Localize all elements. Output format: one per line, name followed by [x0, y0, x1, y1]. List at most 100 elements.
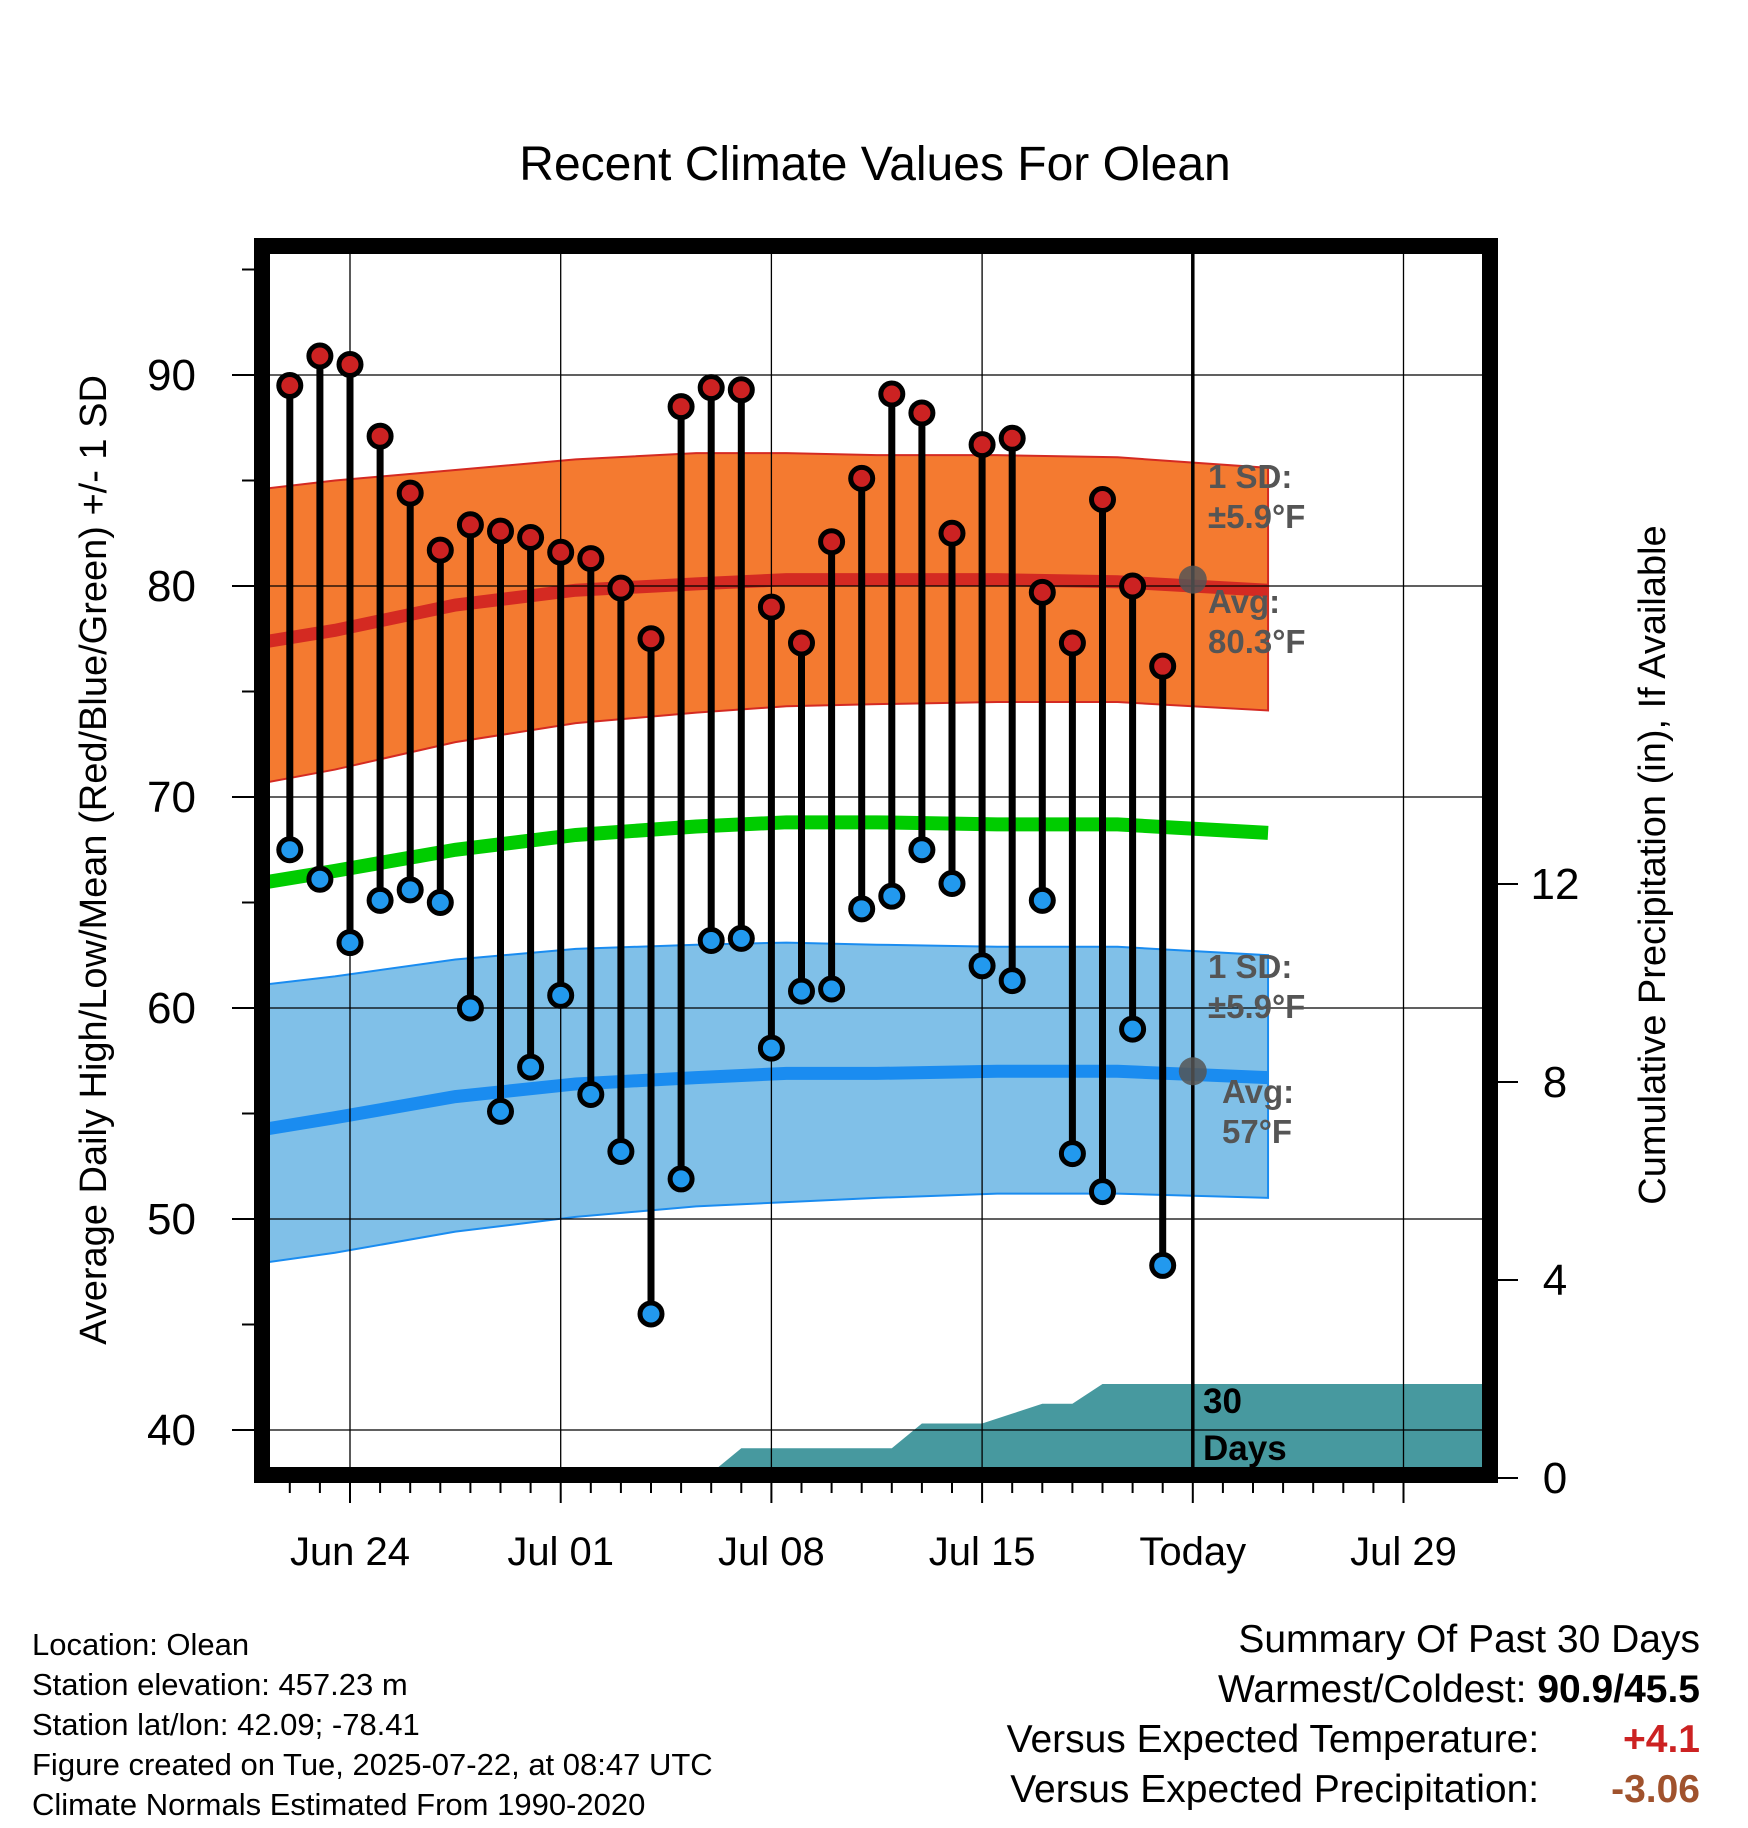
high-point	[276, 372, 304, 400]
high-point	[878, 380, 906, 408]
low-point	[1028, 886, 1056, 914]
high-point	[1058, 629, 1086, 657]
high-point	[366, 422, 394, 450]
y-axis-title: Average Daily High/Low/Mean (Red/Blue/Gr…	[73, 375, 115, 1345]
location-text: Location: Olean	[32, 1627, 250, 1662]
low-point	[366, 886, 394, 914]
high-point	[908, 399, 936, 427]
low-point	[818, 975, 846, 1003]
y-tick-label: 80	[147, 562, 196, 611]
y-tick-label: 50	[147, 1195, 196, 1244]
plot-area	[262, 246, 1490, 1475]
high-avg-label: Avg:	[1208, 583, 1280, 620]
y-tick-label: 90	[147, 351, 196, 400]
high-point	[697, 374, 725, 402]
low-avg-label: Avg:	[1222, 1073, 1294, 1110]
precip-area	[537, 1383, 1490, 1475]
low-point	[547, 981, 575, 1009]
high-point	[426, 536, 454, 564]
summary-panel: Summary Of Past 30 Days Warmest/Coldest:…	[1007, 1615, 1700, 1815]
high-point	[487, 517, 514, 545]
y2-tick-label: 12	[1531, 860, 1580, 909]
y2-axis-title: Cumulative Precipitation (in), If Availa…	[1632, 525, 1674, 1204]
x-tick-label: Jul 01	[507, 1530, 614, 1574]
low-point	[426, 889, 454, 916]
latlon-text: Station lat/lon: 42.09; -78.41	[32, 1707, 420, 1742]
elevation-text: Station elevation: 457.23 m	[32, 1667, 408, 1702]
low-point	[727, 924, 755, 952]
high-point	[1028, 578, 1056, 606]
low-point	[1089, 1178, 1116, 1206]
x-tick-label: Jul 15	[929, 1530, 1036, 1574]
high-point	[456, 511, 484, 539]
mean-line	[262, 815, 1269, 890]
precip-label: Versus Expected Precipitation:	[1010, 1768, 1540, 1811]
low-sd-band	[262, 941, 1270, 1264]
low-sd-label: 1 SD:	[1208, 948, 1292, 985]
low-point	[577, 1081, 605, 1109]
low-point	[456, 994, 484, 1022]
warm-cold-label: Warmest/Coldest:	[1218, 1668, 1527, 1711]
today-low-marker	[1178, 1057, 1207, 1086]
low-point	[908, 836, 936, 864]
low-point	[306, 865, 334, 893]
low-point	[998, 967, 1026, 995]
low-point	[968, 952, 996, 980]
low-avg-line	[262, 1064, 1269, 1137]
y2-tick-label: 8	[1543, 1058, 1567, 1107]
high-point	[727, 376, 755, 404]
low-point	[878, 882, 906, 910]
days-label-word: Days	[1203, 1429, 1287, 1468]
x-tick-label: Jun 24	[290, 1530, 410, 1574]
temp-value: +4.1	[1623, 1718, 1700, 1761]
created-text: Figure created on Tue, 2025-07-22, at 08…	[32, 1747, 713, 1782]
x-tick-label: Today	[1139, 1530, 1246, 1574]
summary-title: Summary Of Past 30 Days	[1238, 1618, 1700, 1661]
temp-label: Versus Expected Temperature:	[1006, 1718, 1540, 1761]
summary-precip: Versus Expected Precipitation: -3.06	[1007, 1765, 1700, 1815]
summary-temp: Versus Expected Temperature: +4.1	[1007, 1715, 1700, 1765]
station-info: Location: Olean Station elevation: 457.2…	[32, 1625, 713, 1825]
low-point	[1058, 1140, 1086, 1168]
high-point	[1089, 485, 1116, 513]
low-point	[607, 1137, 635, 1165]
high-point	[517, 523, 545, 551]
high-point	[547, 538, 575, 566]
high-point	[998, 424, 1026, 452]
y-tick-label: 70	[147, 773, 196, 822]
high-point	[1149, 652, 1177, 680]
high-point	[667, 393, 695, 421]
high-point	[848, 464, 876, 492]
y-tick-label: 40	[147, 1406, 196, 1455]
low-point	[848, 895, 876, 923]
y2-tick-label: 4	[1543, 1256, 1567, 1305]
low-point	[757, 1034, 785, 1062]
high-point	[788, 629, 815, 657]
x-tick-label: Jul 29	[1350, 1530, 1457, 1574]
low-point	[1119, 1015, 1147, 1043]
low-point	[697, 926, 725, 954]
high-point	[968, 431, 996, 459]
high-point	[396, 479, 424, 507]
days-label-number: 30	[1203, 1382, 1242, 1421]
low-avg-value: 57°F	[1222, 1113, 1292, 1150]
high-sd-value: ±5.9°F	[1208, 498, 1305, 535]
warm-cold-value: 90.9/45.5	[1537, 1668, 1700, 1711]
low-point	[1149, 1251, 1177, 1279]
low-point	[396, 876, 424, 904]
low-point	[336, 929, 364, 957]
y2-tick-label: 0	[1543, 1454, 1567, 1503]
x-axis-title: Day	[839, 1599, 910, 1600]
high-sd-label: 1 SD:	[1208, 458, 1292, 495]
chart-title: Recent Climate Values For Olean	[519, 138, 1230, 191]
low-point	[667, 1165, 695, 1193]
high-point	[757, 593, 785, 621]
today-high-marker	[1178, 565, 1207, 594]
low-point	[276, 836, 304, 864]
high-point	[607, 574, 635, 602]
high-point	[1119, 572, 1147, 600]
y-tick-label: 60	[147, 984, 196, 1033]
high-point	[818, 528, 846, 556]
high-point	[637, 625, 665, 653]
